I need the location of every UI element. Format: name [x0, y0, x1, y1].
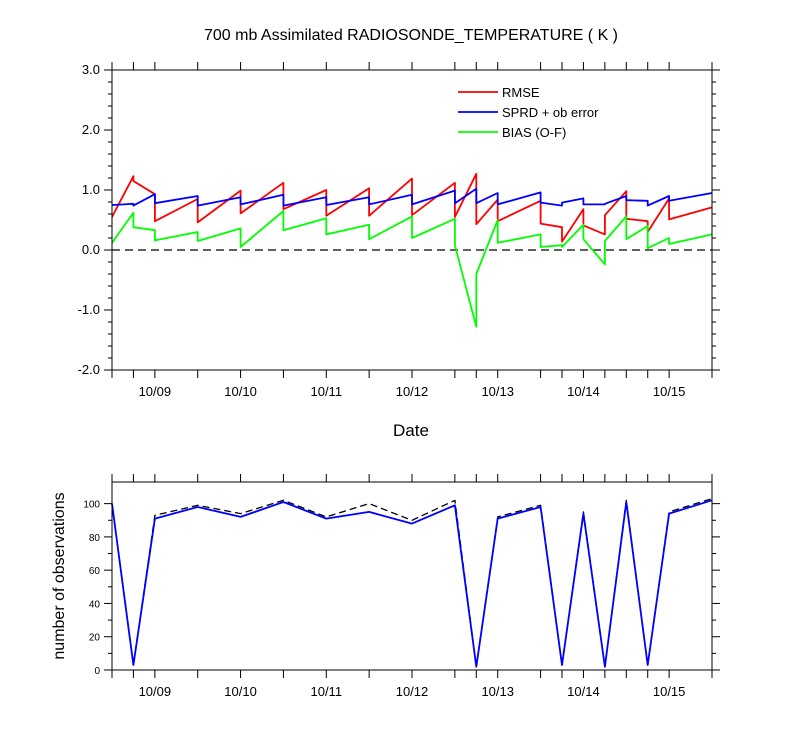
top-plot-frame	[111, 69, 713, 371]
series-line-bias-o-f	[111, 210, 713, 328]
series-line-sprd-ob-error	[111, 187, 713, 207]
x-tick-label: 10/09	[139, 384, 172, 399]
x-tick-label: 10/10	[224, 384, 257, 399]
bottom-plot-frame	[111, 481, 713, 671]
y-tick-label: 40	[89, 599, 101, 610]
legend-label-bias: BIAS (O-F)	[502, 125, 566, 140]
y-tick-label: 80	[89, 533, 101, 544]
y-tick-label: 100	[83, 500, 100, 511]
x-tick-label: 10/13	[481, 384, 514, 399]
y-tick-label: 0	[94, 666, 100, 677]
x-tick-label: 10/15	[653, 684, 686, 699]
x-tick-label: 10/12	[396, 384, 429, 399]
legend: RMSE SPRD + ob error BIAS (O-F)	[458, 85, 599, 140]
bottom-plot-area: 0 20 40 60 80 100 10/09 10/10 10/11 10/12 10/13 10/…	[83, 474, 720, 699]
y-tick-label: 0.0	[82, 242, 100, 257]
x-tick-label: 10/14	[567, 684, 600, 699]
y-tick-label: 20	[89, 633, 101, 644]
y-tick-label: 1.0	[82, 182, 100, 197]
x-tick-label: 10/11	[310, 384, 342, 399]
y-tick-label: 2.0	[82, 122, 100, 137]
top-plot-area: -2.0 -1.0 0.0 1.0 2.0 3.0 10/09 10/10 10/11 10/12…	[78, 62, 720, 399]
y-tick-label: 60	[89, 566, 101, 577]
top-panel: 700 mb Assimilated RADIOSONDE_TEMPERATUR…	[78, 27, 720, 440]
x-tick-label: 10/12	[396, 684, 429, 699]
x-tick-label: 10/15	[653, 384, 686, 399]
y-tick-label: -1.0	[78, 302, 100, 317]
y-tick-label: 3.0	[82, 62, 100, 77]
x-tick-label: 10/13	[481, 684, 514, 699]
legend-label-rmse: RMSE	[502, 85, 540, 100]
x-tick-label: 10/09	[139, 684, 172, 699]
series-line-assimilated	[111, 499, 713, 668]
bottom-panel: 0 20 40 60 80 100 10/09 10/10 10/11 10/12 10/13 10/…	[51, 474, 720, 699]
y-tick-label: -2.0	[78, 362, 100, 377]
bottom-y-axis-label: number of observations	[51, 492, 68, 659]
x-tick-label: 10/10	[224, 684, 257, 699]
x-tick-label: 10/14	[567, 384, 600, 399]
chart-title: 700 mb Assimilated RADIOSONDE_TEMPERATUR…	[204, 27, 618, 44]
x-tick-label: 10/11	[310, 684, 342, 699]
top-x-axis-label: Date	[393, 421, 429, 440]
legend-label-sprd: SPRD + ob error	[502, 105, 599, 120]
